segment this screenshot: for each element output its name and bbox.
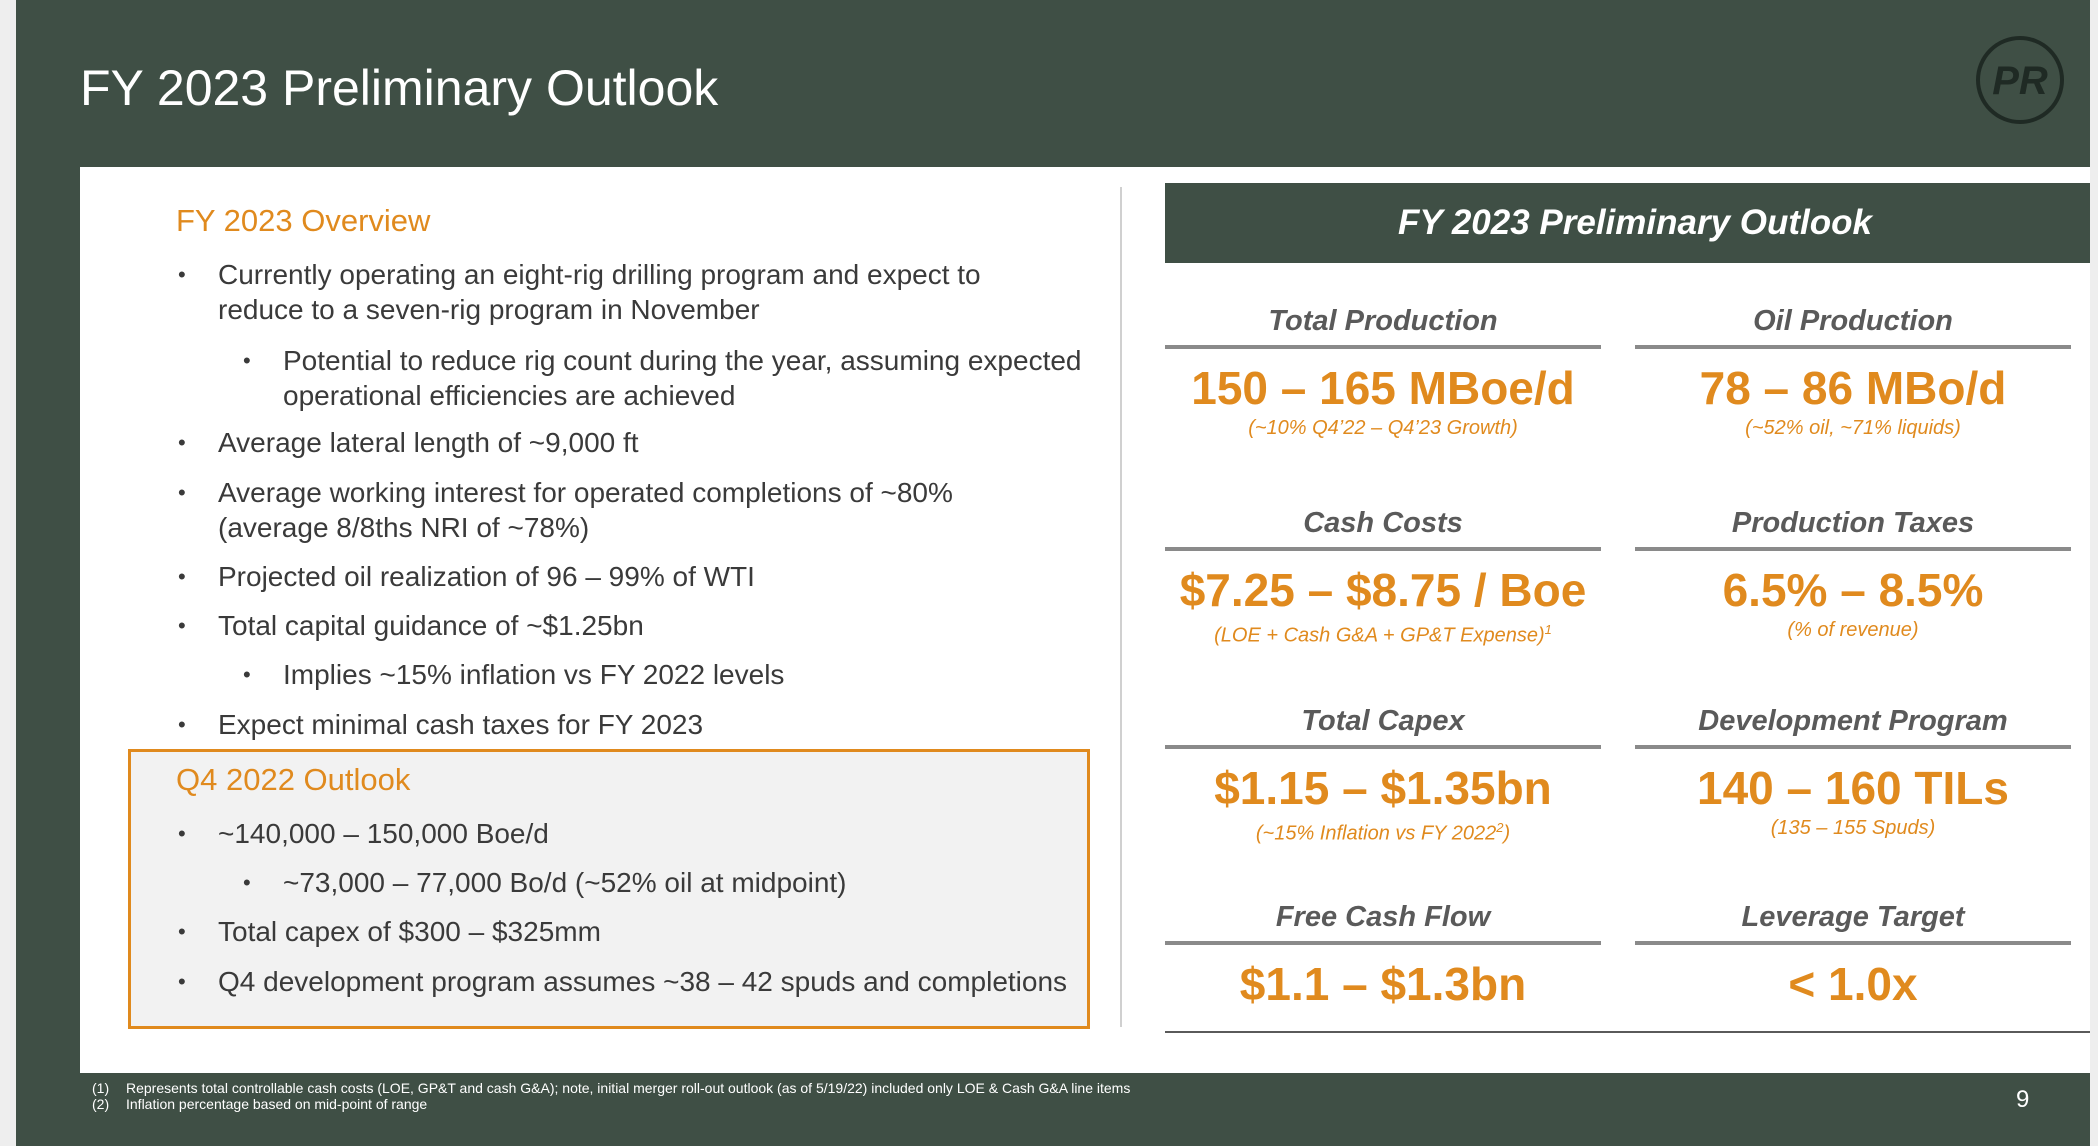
metric-subtext: (% of revenue): [1787, 619, 1919, 641]
bullet-text: Average lateral length of ~9,000 ft: [218, 427, 639, 458]
metric-subtext: (~52% oil, ~71% liquids): [1745, 417, 1961, 439]
metric-value: $7.25 – $8.75 / Boe: [1179, 564, 1587, 616]
metric-subtext: (~15% Inflation vs FY 20222): [1255, 820, 1511, 845]
metric-rule: [1635, 345, 2071, 349]
bullet-text: Potential to reduce rig count during the…: [283, 345, 1082, 411]
overview-bullet: • Average working interest for operated …: [178, 475, 1068, 545]
slide-title: FY 2023 Preliminary Outlook: [80, 60, 719, 116]
outlook-bottom-rule: [1165, 1031, 2090, 1033]
overview-bullet: • Average lateral length of ~9,000 ft: [178, 425, 1068, 460]
page-number: 9: [2016, 1086, 2030, 1113]
metric-free-cash-flow: Free Cash Flow $1.1 – $1.3bn: [1165, 899, 1601, 1011]
metric-rule: [1635, 745, 2071, 749]
content-panel: FY 2023 Overview • Currently operating a…: [80, 167, 2090, 1073]
metric-label: Total Production: [1268, 305, 1498, 337]
metric-label: Cash Costs: [1303, 507, 1463, 539]
bullet-dot: •: [178, 919, 186, 944]
metric-total-capex: Total Capex $1.15 – $1.35bn (~15% Inflat…: [1165, 703, 1601, 847]
outlook-header: FY 2023 Preliminary Outlook: [1165, 183, 2090, 263]
metric-label: Total Capex: [1301, 705, 1465, 737]
overview-sub-bullet: • Potential to reduce rig count during t…: [243, 343, 1093, 413]
bullet-dot: •: [178, 480, 186, 505]
metric-value: 6.5% – 8.5%: [1722, 564, 1984, 616]
bullet-dot: •: [178, 262, 186, 287]
bullet-dot: •: [178, 821, 186, 846]
metric-rule: [1635, 547, 2071, 551]
overview-sub-bullet: • Implies ~15% inflation vs FY 2022 leve…: [243, 657, 1093, 692]
overview-column: FY 2023 Overview • Currently operating a…: [80, 167, 1120, 1067]
logo-text: PR: [1992, 59, 2048, 103]
metric-value: < 1.0x: [1788, 958, 1918, 1010]
q4-bullet: • Q4 development program assumes ~38 – 4…: [178, 964, 1088, 999]
bullet-text: Expect minimal cash taxes for FY 2023: [218, 709, 704, 740]
q4-outlook-box: [128, 749, 1090, 1029]
q4-bullet: • Total capex of $300 – $325mm: [178, 914, 1078, 949]
metric-rule: [1635, 941, 2071, 945]
bullet-dot: •: [178, 969, 186, 994]
metric-label: Development Program: [1698, 705, 2008, 737]
metric-value: 78 – 86 MBo/d: [1699, 362, 2007, 414]
bullet-text: Q4 development program assumes ~38 – 42 …: [218, 966, 1068, 997]
metric-subtext: (LOE + Cash G&A + GP&T Expense)1: [1214, 622, 1552, 647]
bullet-dot: •: [243, 348, 251, 373]
bullet-text: Projected oil realization of 96 – 99% of…: [218, 561, 755, 592]
footnote: (1) Represents total controllable cash c…: [92, 1080, 1131, 1096]
metric-production-taxes: Production Taxes 6.5% – 8.5% (% of reven…: [1635, 505, 2071, 643]
overview-bullet: • Projected oil realization of 96 – 99% …: [178, 559, 1068, 594]
metric-leverage-target: Leverage Target < 1.0x: [1635, 899, 2071, 1011]
metric-value: 150 – 165 MBoe/d: [1191, 362, 1575, 414]
footnote: (2) Inflation percentage based on mid-po…: [92, 1096, 428, 1112]
metric-value: 140 – 160 TILs: [1697, 762, 2009, 814]
metric-oil-production: Oil Production 78 – 86 MBo/d (~52% oil, …: [1635, 303, 2071, 441]
metric-total-production: Total Production 150 – 165 MBoe/d (~10% …: [1165, 303, 1601, 441]
overview-bullet: • Currently operating an eight-rig drill…: [178, 257, 1068, 327]
overview-title: FY 2023 Overview: [176, 203, 431, 238]
metric-rule: [1165, 345, 1601, 349]
q4-bullet: • ~140,000 – 150,000 Boe/d: [178, 816, 1068, 851]
metric-label: Oil Production: [1753, 305, 1953, 337]
bullet-dot: •: [178, 712, 186, 737]
bullet-text: ~140,000 – 150,000 Boe/d: [218, 818, 549, 849]
bullet-text: Currently operating an eight-rig drillin…: [218, 259, 981, 325]
metric-development-program: Development Program 140 – 160 TILs (135 …: [1635, 703, 2071, 841]
bullet-text: Total capital guidance of ~$1.25bn: [218, 610, 644, 641]
bullet-text: Implies ~15% inflation vs FY 2022 levels: [283, 659, 785, 690]
metric-value: $1.1 – $1.3bn: [1239, 958, 1527, 1010]
metric-label: Leverage Target: [1741, 901, 1965, 933]
overview-bullet: • Total capital guidance of ~$1.25bn: [178, 608, 1068, 643]
outlook-column: FY 2023 Preliminary Outlook Total Produc…: [1165, 183, 2090, 1063]
metric-cash-costs: Cash Costs $7.25 – $8.75 / Boe (LOE + Ca…: [1165, 505, 1601, 649]
footnotes: (1) Represents total controllable cash c…: [92, 1080, 1130, 1112]
q4-sub-bullet: • ~73,000 – 77,000 Bo/d (~52% oil at mid…: [243, 865, 1073, 900]
slide: FY 2023 Preliminary Outlook PR FY 2023 O…: [16, 0, 2090, 1146]
bullet-dot: •: [243, 870, 251, 895]
bullet-dot: •: [178, 564, 186, 589]
column-divider: [1120, 187, 1122, 1027]
metric-label: Free Cash Flow: [1275, 901, 1491, 933]
bullet-dot: •: [178, 613, 186, 638]
company-logo: PR: [1976, 36, 2064, 124]
bullet-dot: •: [243, 662, 251, 687]
overview-bullet: • Expect minimal cash taxes for FY 2023: [178, 707, 1068, 742]
q4-outlook-title: Q4 2022 Outlook: [176, 762, 411, 797]
metric-rule: [1165, 547, 1601, 551]
metric-value: $1.15 – $1.35bn: [1214, 762, 1552, 814]
metric-label: Production Taxes: [1731, 507, 1975, 539]
bullet-text: Average working interest for operated co…: [218, 477, 953, 543]
metric-subtext: (~10% Q4’22 – Q4’23 Growth): [1248, 417, 1518, 439]
metric-subtext: (135 – 155 Spuds): [1770, 817, 1936, 839]
bullet-text: Total capex of $300 – $325mm: [218, 916, 601, 947]
bullet-dot: •: [178, 430, 186, 455]
bullet-text: ~73,000 – 77,000 Bo/d (~52% oil at midpo…: [283, 867, 847, 898]
metric-rule: [1165, 745, 1601, 749]
metric-rule: [1165, 941, 1601, 945]
